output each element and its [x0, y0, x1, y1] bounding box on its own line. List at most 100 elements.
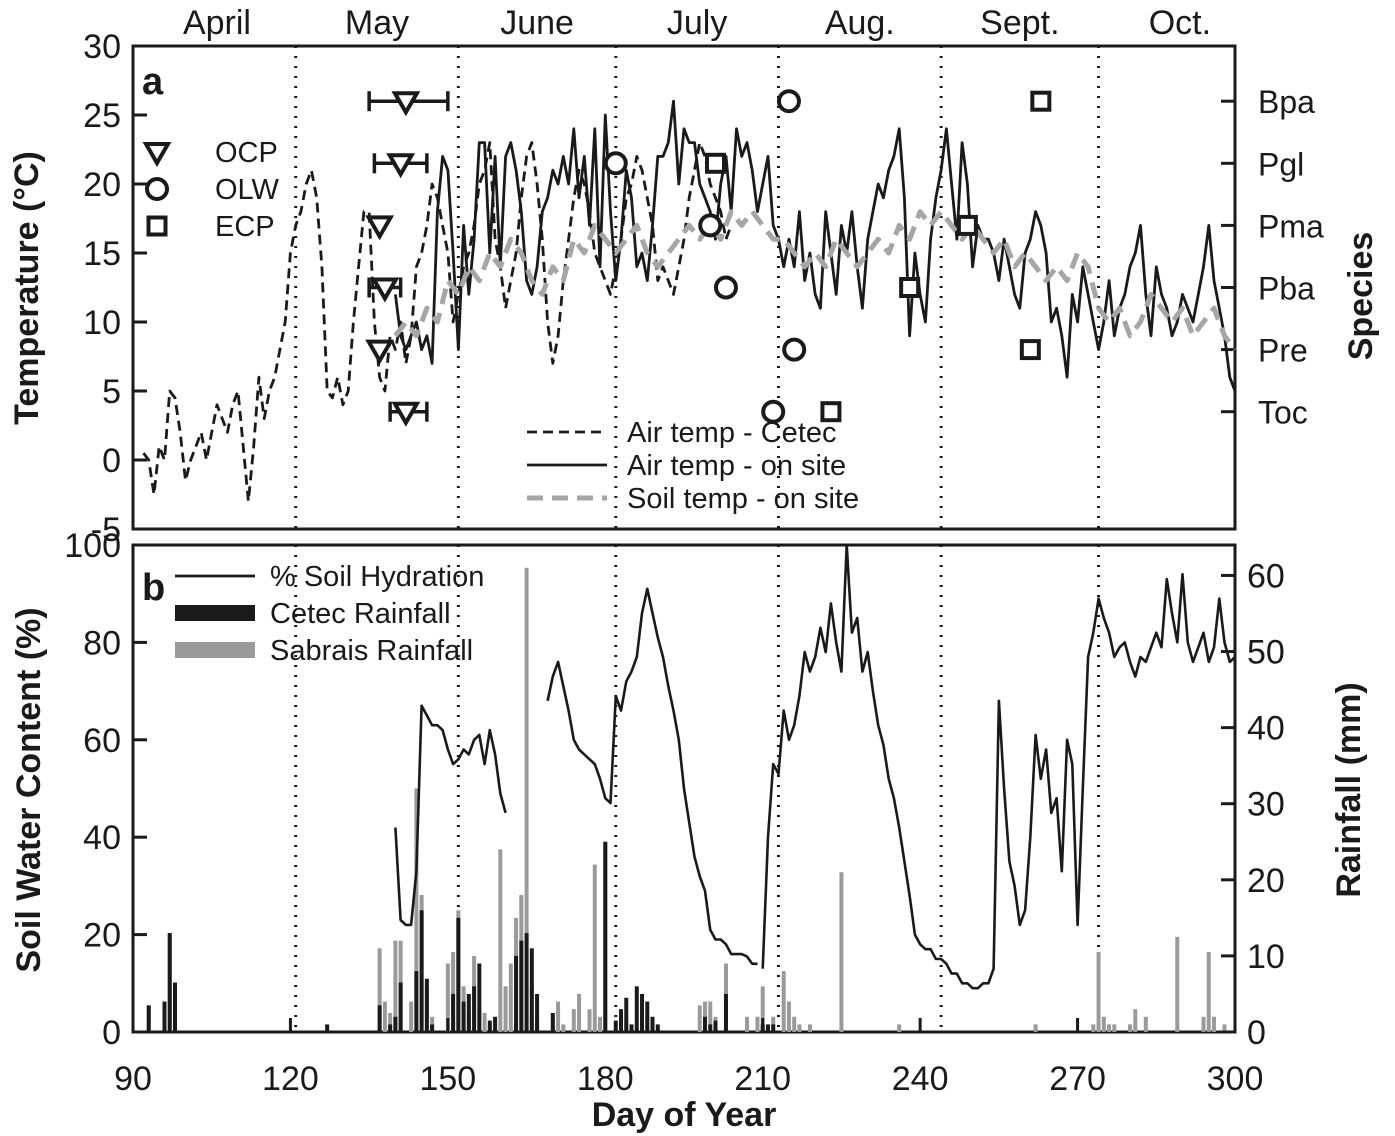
y2-axis-b-ticks: 0 10 20 30 40 50 60	[1221, 557, 1285, 1052]
temperature-series-line	[394, 99, 1237, 392]
y-tick-label-a: 30	[83, 28, 121, 66]
rainfall-bar	[472, 986, 477, 1032]
rainfall-bar	[519, 940, 524, 1032]
x-tick-label: 120	[262, 1060, 319, 1098]
rainfall-bar	[708, 1001, 713, 1032]
x-tick-label: 150	[419, 1060, 476, 1098]
y2-tick-label-b: 60	[1247, 557, 1285, 595]
x-tick-label: 300	[1207, 1060, 1264, 1098]
rainfall-bar	[503, 986, 508, 1032]
rainfall-bar	[514, 955, 519, 1032]
rainfall-bar	[807, 1024, 812, 1032]
species-axis: Bpa Pgl Pma Pba Pre Toc	[1221, 84, 1324, 431]
rainfall-bar	[897, 1024, 902, 1032]
species-markers	[365, 89, 1052, 427]
rainfall-bar	[167, 933, 172, 1032]
y2-tick-label-b: 0	[1247, 1014, 1266, 1052]
rainfall-bar	[388, 1012, 393, 1032]
legend-swatch	[175, 605, 255, 621]
rainfall-bar	[655, 1024, 660, 1032]
rainfall-bar	[393, 1016, 398, 1032]
rainfall-bar	[1212, 1016, 1217, 1032]
rainfall-bar	[765, 1024, 770, 1032]
rainfall-bar	[619, 1009, 624, 1032]
triangle-marker	[386, 153, 416, 179]
y-tick-label-a: 15	[83, 235, 121, 273]
rainfall-bar	[477, 963, 482, 1032]
triangle-marker	[142, 142, 172, 167]
rainfall-bar	[377, 1005, 382, 1032]
rainfall-bar	[1107, 1024, 1112, 1032]
circle-marker	[145, 177, 169, 201]
y-axis-a-title: Temperature (°C)	[8, 151, 46, 425]
y-tick-label-b: 20	[83, 917, 121, 955]
y2-tick-label-b: 10	[1247, 938, 1285, 976]
y-tick-label-b: 0	[102, 1014, 121, 1052]
rainfall-bar	[723, 993, 728, 1032]
square-marker	[820, 401, 842, 423]
species-label: Toc	[1258, 395, 1308, 431]
month-label: April	[183, 4, 251, 42]
rainfall-bar	[451, 993, 456, 1032]
square-marker	[704, 152, 726, 174]
x-axis-ticks: 90 120 150 180 210 240 270 300	[114, 1018, 1263, 1098]
rainfall-bar	[839, 872, 844, 1032]
legend-label: % Soil Hydration	[270, 561, 484, 593]
triangle-marker	[391, 401, 421, 427]
y-tick-label-b: 60	[83, 722, 121, 760]
legend-b: % Soil Hydration Cetec Rainfall Sabrais Ra…	[175, 561, 484, 667]
rainfall-bar	[744, 1016, 749, 1032]
rainfall-bar	[1128, 1024, 1133, 1032]
rainfall-bar	[388, 1024, 393, 1032]
rainfall-bar	[760, 986, 765, 1032]
rainfall-bar	[592, 864, 597, 1032]
rainfall-bar	[1201, 1016, 1206, 1032]
rainfall-bar	[524, 933, 529, 1032]
rainfall-bar	[629, 1024, 634, 1032]
rainfall-bar	[466, 993, 471, 1032]
legend-label: OCP	[215, 137, 278, 169]
x-tick-label: 210	[734, 1060, 791, 1098]
rainfall-bar	[456, 917, 461, 1032]
rainfall-bar	[162, 1001, 167, 1032]
rainfall-bar	[535, 993, 540, 1032]
species-label: Pgl	[1258, 146, 1304, 182]
rainfall-bar	[1112, 1024, 1117, 1032]
month-label: Sept.	[980, 4, 1059, 42]
legend-label: OLW	[215, 174, 280, 206]
rainfall-bar	[172, 982, 177, 1032]
rainfall-bar	[377, 948, 382, 1032]
rainfall-bar	[493, 1016, 498, 1032]
rainfall-bar	[524, 567, 529, 1032]
rainfall-bar	[556, 1001, 561, 1032]
species-label: Pba	[1258, 271, 1315, 307]
circle-marker	[776, 89, 801, 114]
rainfall-bar	[577, 993, 582, 1032]
circle-marker	[782, 337, 807, 362]
rainfall-bar	[771, 1024, 776, 1032]
square-marker	[1030, 90, 1052, 112]
y2-tick-label-b: 30	[1247, 786, 1285, 824]
legend-label: Air temp - on site	[627, 450, 846, 482]
species-label: Bpa	[1258, 84, 1315, 120]
y-tick-label-b: 100	[64, 527, 121, 565]
rainfall-bar	[1175, 936, 1180, 1032]
rainfall-bar	[529, 948, 534, 1032]
rainfall-bar	[561, 1024, 566, 1032]
month-dividers-b	[294, 545, 1101, 1032]
hydration-line	[394, 543, 1236, 990]
y-axis-b-title: Soil Water Content (%)	[10, 607, 48, 972]
y-axis-b-ticks: 0 20 40 60 80 100	[64, 527, 147, 1052]
rainfall-bar	[697, 1005, 702, 1032]
y-tick-label-a: -5	[91, 511, 121, 549]
triangle-marker	[370, 277, 400, 303]
legend-swatch	[175, 642, 255, 658]
rainfall-bar	[755, 1016, 760, 1032]
rainfall-bar	[624, 997, 629, 1032]
panel-a: April May June July Aug. Sept. Oct. -5 0 5 10 15 20…	[8, 4, 1380, 549]
temperature-series-line	[393, 209, 1237, 352]
rainfall-bar	[398, 982, 403, 1032]
square-marker	[146, 215, 168, 237]
